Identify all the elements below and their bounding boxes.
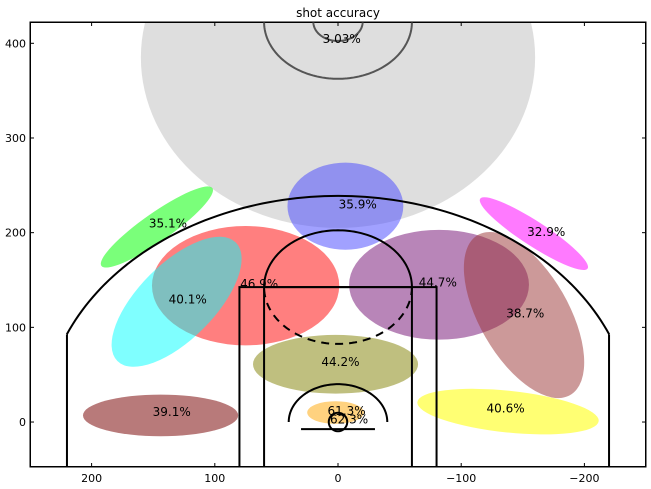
zone-label: 38.7% (506, 307, 544, 321)
zone-label: 44.2% (321, 355, 359, 369)
y-tick-label: 100 (5, 321, 26, 334)
zone-label: 39.1% (153, 405, 191, 419)
y-tick-label: 200 (5, 227, 26, 240)
zones-layer (82, 22, 599, 437)
x-tick-label: 0 (335, 472, 342, 485)
zone-ellipse (140, 22, 536, 228)
free-throw-top-arc (263, 229, 413, 288)
three-point-arc (65, 194, 611, 335)
zone-ellipse (252, 334, 419, 394)
zone-label: 35.1% (149, 217, 187, 231)
zone-ellipse (287, 162, 404, 250)
hoop (327, 411, 349, 433)
zone-ellipse (100, 186, 213, 268)
zone-label: 3.03% (323, 32, 361, 46)
center-court-inner-arc (312, 22, 364, 42)
y-tick-label: 300 (5, 132, 26, 145)
zone-label: 32.9% (527, 225, 565, 239)
zone-label: 46.9% (240, 277, 278, 291)
y-tick-label: 400 (5, 37, 26, 50)
center-court-outer-arc (263, 22, 413, 80)
inner-paint-box (263, 286, 413, 467)
plot-area: 3.03% 35.9% 35.1% 32.9% 46.9% 44.7% 40.1% 38.7%… (30, 22, 646, 467)
zone-label: 62.3% (330, 413, 368, 427)
zone-ellipse (417, 388, 599, 435)
x-tick-label: −100 (446, 472, 476, 485)
restricted-area-arc (287, 383, 389, 423)
axis-ticks: 200 100 0 −100 −200 0 100 200 300 400 (5, 22, 646, 485)
y-tick-label: 0 (19, 416, 26, 429)
zone-ellipse (111, 236, 242, 367)
zone-ellipse (463, 231, 585, 399)
zone-label: 61.3% (328, 404, 366, 418)
chart-title: shot accuracy (296, 6, 380, 20)
court-lines (30, 22, 646, 467)
zone-labels: 3.03% 35.9% 35.1% 32.9% 46.9% 44.7% 40.1% 38.7%… (149, 32, 565, 427)
zone-label: 44.7% (419, 275, 457, 289)
x-tick-label: −200 (569, 472, 599, 485)
zone-ellipse (82, 394, 239, 437)
x-tick-label: 200 (81, 472, 102, 485)
zone-label: 40.1% (169, 292, 207, 306)
zone-label: 40.6% (486, 401, 524, 415)
zone-ellipse (479, 197, 589, 270)
x-tick-label: 100 (204, 472, 225, 485)
zone-label: 35.9% (339, 198, 377, 212)
free-throw-bottom-arc (263, 287, 413, 345)
